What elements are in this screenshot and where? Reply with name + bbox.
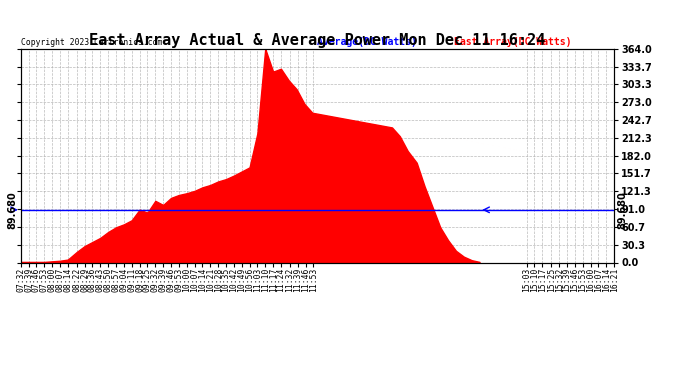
Text: 89.680: 89.680	[617, 191, 627, 229]
Title: East Array Actual & Average Power Mon Dec 11 16:24: East Array Actual & Average Power Mon De…	[89, 33, 546, 48]
Text: East Array(DC Watts): East Array(DC Watts)	[454, 37, 571, 46]
Text: Average(DC Watts): Average(DC Watts)	[317, 37, 417, 46]
Text: Copyright 2023 Cartronics.com: Copyright 2023 Cartronics.com	[21, 38, 162, 46]
Text: 89.680: 89.680	[8, 191, 18, 229]
